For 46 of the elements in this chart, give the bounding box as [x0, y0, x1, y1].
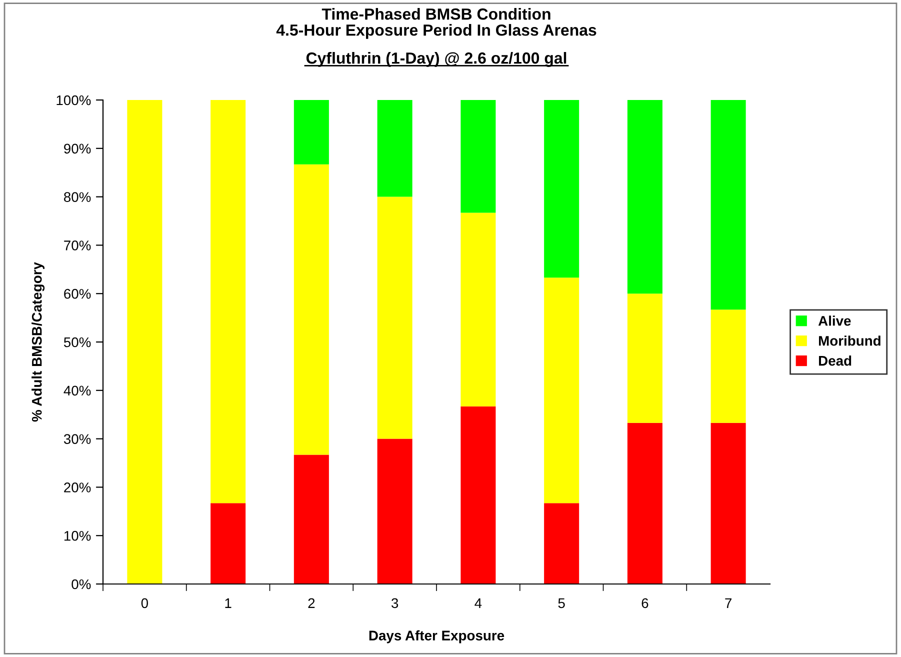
x-tick-label: 7	[725, 598, 732, 608]
bar	[210, 100, 246, 504]
x-tick-label: 1	[225, 598, 232, 608]
y-tick-label: 90%	[64, 144, 91, 154]
x-tick-label: 4	[474, 598, 482, 608]
y-tick-label: 80%	[64, 192, 91, 202]
bar	[710, 310, 746, 423]
x-tick-label: 0	[141, 598, 148, 608]
bar	[710, 100, 746, 310]
bar	[377, 438, 412, 584]
y-tick-label: 50%	[64, 337, 91, 348]
bar	[460, 100, 496, 213]
bar	[127, 100, 162, 584]
y-tick-label: 10%	[64, 530, 91, 541]
y-axis-title: % Adult BMSB/Category	[32, 262, 45, 422]
bar	[294, 100, 329, 164]
bar	[627, 422, 662, 584]
y-tick-label: 60%	[64, 288, 91, 299]
bar	[210, 503, 246, 584]
bar	[460, 406, 496, 584]
bar	[460, 212, 496, 406]
bar	[294, 164, 329, 455]
x-axis-title: Days After Exposure	[369, 630, 504, 644]
bar	[710, 422, 746, 584]
y-tick-label: 20%	[64, 482, 91, 492]
legend-label: Dead	[818, 356, 852, 366]
bar	[544, 278, 580, 504]
x-tick-label: 5	[558, 598, 565, 608]
chart-title: Time-Phased BMSB Condition 4.5-Hour Exposure Period In Glass Arenas	[276, 8, 596, 39]
y-tick-label: 30%	[64, 434, 91, 444]
y-tick-label: 40%	[64, 386, 91, 396]
y-tick-label: 0%	[72, 579, 91, 590]
x-tick-label: 6	[642, 598, 648, 608]
x-tick-label: 3	[391, 598, 398, 608]
x-tick-label: 2	[308, 598, 315, 608]
y-tick-label: 100%	[56, 95, 91, 106]
legend-label: Moribund	[818, 336, 880, 346]
bar	[544, 503, 580, 584]
y-tick-label: 70%	[64, 240, 91, 250]
bar	[627, 294, 662, 423]
legend-label: Alive	[818, 316, 851, 326]
bar	[377, 100, 412, 197]
bar	[627, 100, 662, 294]
bar	[294, 454, 329, 584]
bar	[544, 100, 580, 278]
bar	[377, 196, 412, 439]
